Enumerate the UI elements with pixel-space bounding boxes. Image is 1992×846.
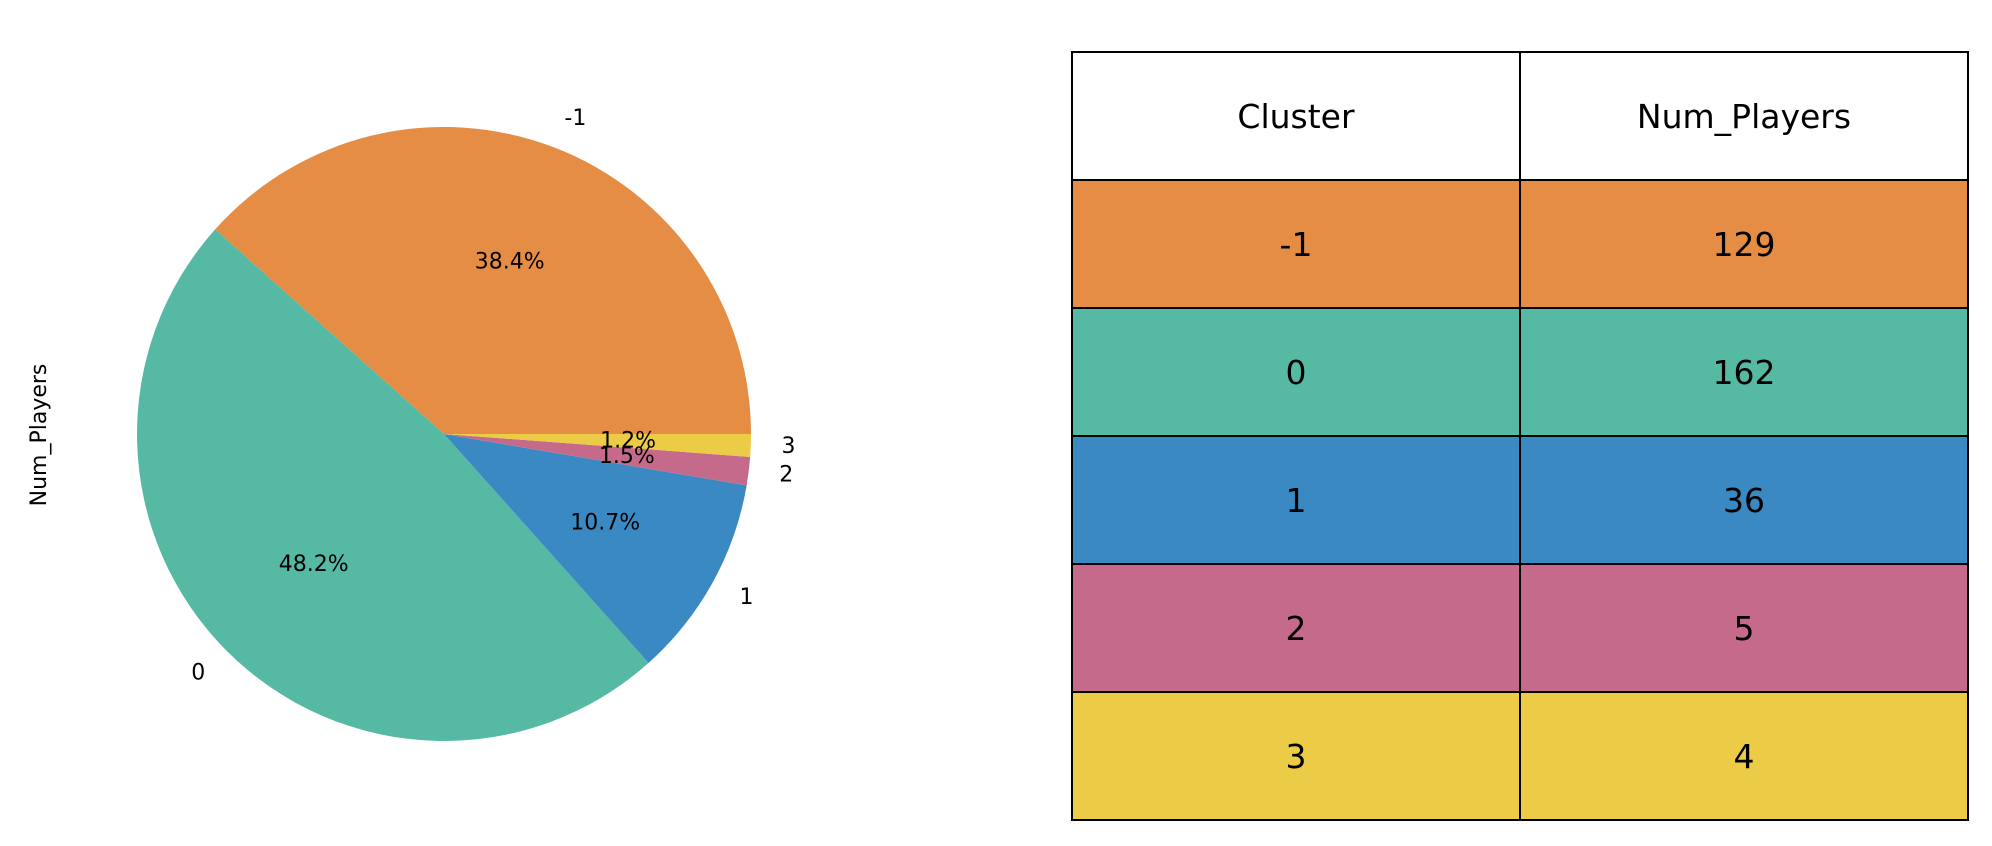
pie-chart: -1 38.4% 0 48.2% 1 10.7% 2 1.5% 3 1.2% Num_Player…: [27, 106, 795, 741]
table-cell-cluster: 2: [1071, 563, 1521, 693]
slice-label: 1: [740, 585, 754, 610]
table-cell-num-players: 36: [1519, 435, 1969, 565]
slice-label: 0: [191, 660, 205, 685]
table-header-cluster: Cluster: [1071, 51, 1521, 181]
slice-label: 2: [779, 462, 793, 487]
pie-slice: [137, 229, 649, 741]
slice-percent-label: 1.2%: [600, 428, 656, 453]
slice-percent-label: 48.2%: [279, 552, 349, 577]
table-cell-num-players: 4: [1519, 691, 1969, 821]
slice-percent-label: 38.4%: [475, 249, 545, 274]
table-cell-num-players: 162: [1519, 307, 1969, 437]
table-row: 0 162: [1071, 307, 1969, 437]
pie-slice: [444, 434, 747, 663]
table-header-row: Cluster Num_Players: [1071, 51, 1969, 181]
pie-slice: [215, 127, 752, 434]
pie-slice: [444, 434, 751, 486]
slice-percent-label: 1.5%: [599, 444, 655, 469]
table-cell-cluster: -1: [1071, 179, 1521, 309]
table-row: 1 36: [1071, 435, 1969, 565]
table-cell-num-players: 5: [1519, 563, 1969, 693]
pie-slice: [444, 434, 751, 457]
table-cell-cluster: 1: [1071, 435, 1521, 565]
pie-slices: [137, 127, 752, 741]
pie-ylabel: Num_Players: [27, 364, 52, 507]
pie-labels: -1 38.4% 0 48.2% 1 10.7% 2 1.5% 3 1.2%: [191, 106, 795, 685]
slice-percent-label: 10.7%: [570, 511, 640, 536]
cluster-table: Cluster Num_Players -1 129 0 162 1 36 2 5 3 4: [1071, 51, 1969, 821]
table-cell-cluster: 3: [1071, 691, 1521, 821]
slice-label: -1: [564, 106, 586, 131]
table-cell-num-players: 129: [1519, 179, 1969, 309]
table-cell-cluster: 0: [1071, 307, 1521, 437]
table-header-num-players: Num_Players: [1519, 51, 1969, 181]
table-row: -1 129: [1071, 179, 1969, 309]
slice-label: 3: [781, 434, 795, 459]
